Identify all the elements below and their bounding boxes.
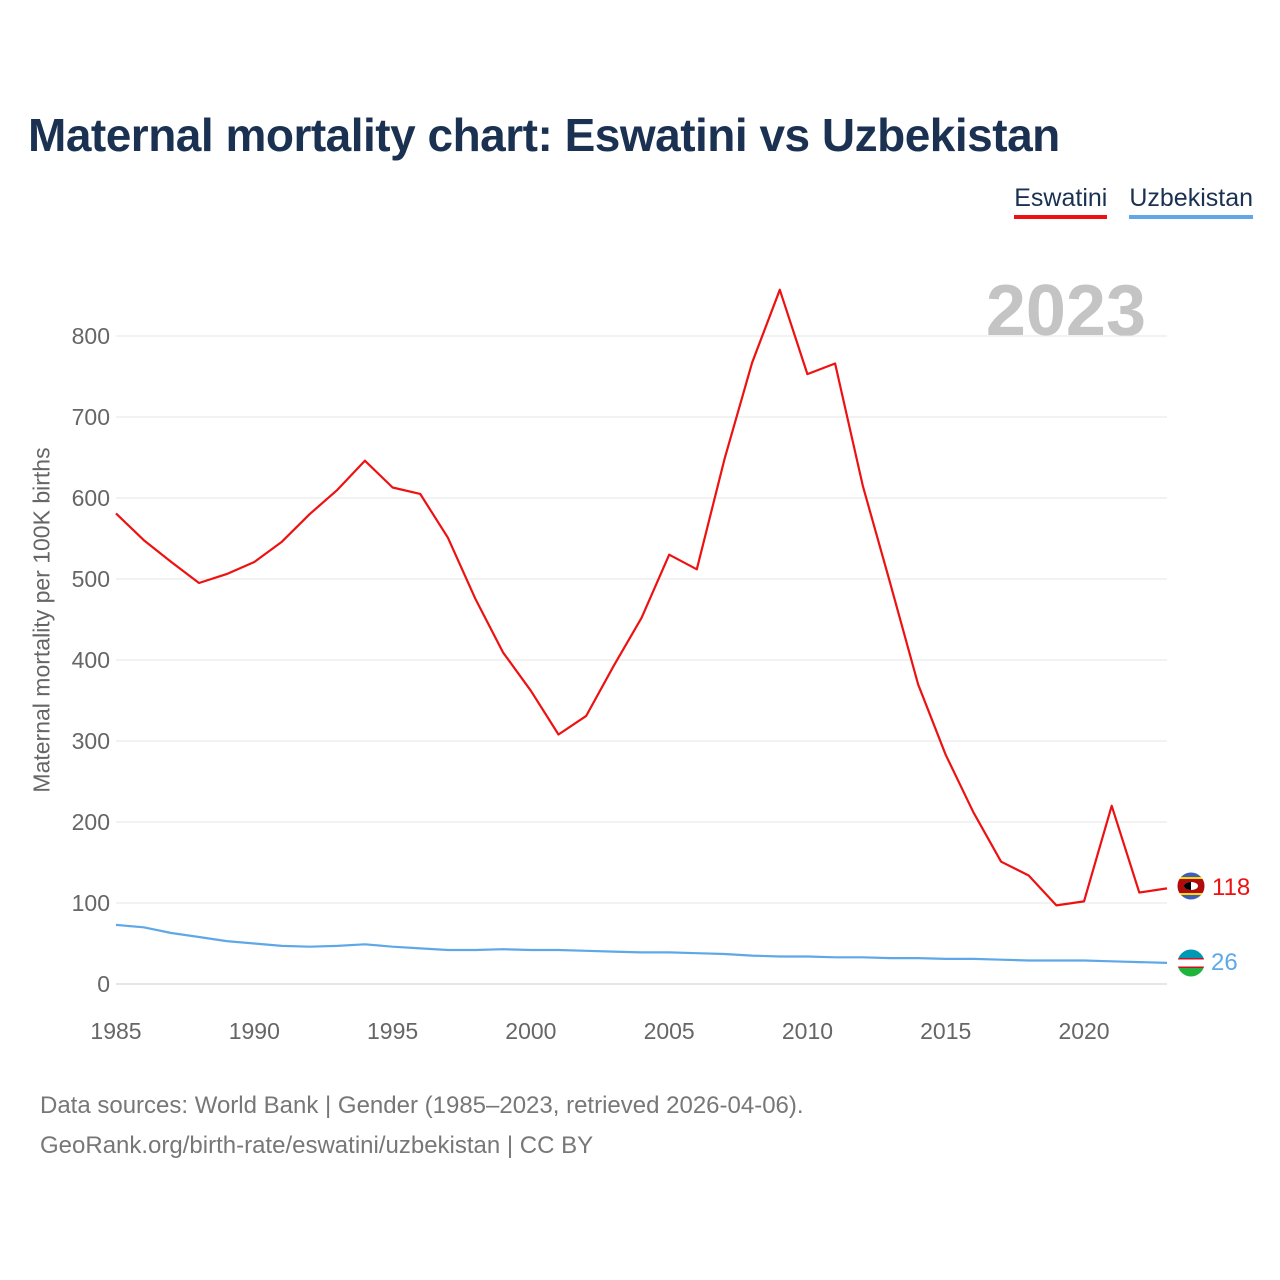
x-tick-label: 2005: [644, 1018, 695, 1044]
y-tick-label: 800: [72, 323, 110, 349]
legend-item-eswatini[interactable]: Eswatini: [1014, 184, 1108, 219]
legend: Eswatini Uzbekistan: [1014, 184, 1253, 219]
chart-title: Maternal mortality chart: Eswatini vs Uz…: [28, 109, 1060, 161]
y-tick-label: 500: [72, 566, 110, 592]
series-line-uzbekistan[interactable]: [115, 923, 1168, 964]
x-tick-label: 2000: [505, 1018, 556, 1044]
y-tick-label: 0: [97, 971, 110, 997]
grid-lines: [116, 335, 1167, 985]
series-lines: [115, 288, 1168, 964]
x-tick-label: 1995: [367, 1018, 418, 1044]
y-tick-label: 100: [72, 890, 110, 916]
series-line-eswatini[interactable]: [115, 288, 1168, 907]
x-tick-label: 2015: [920, 1018, 971, 1044]
x-tick-label: 1985: [90, 1018, 141, 1044]
source-line-1: Data sources: World Bank | Gender (1985–…: [40, 1092, 804, 1119]
x-tick-label: 2020: [1058, 1018, 1109, 1044]
y-tick-label: 200: [72, 809, 110, 835]
eswatini-end-label: 118: [1212, 874, 1250, 901]
uzbekistan-flag-icon: [1177, 949, 1205, 977]
uzbekistan-end-label: 26: [1211, 949, 1238, 976]
x-tick-label: 2010: [782, 1018, 833, 1044]
y-axis-ticks: 0 100 200 300 400 500 600 700 800: [72, 323, 110, 997]
y-tick-label: 300: [72, 728, 110, 754]
y-tick-label: 400: [72, 647, 110, 673]
source-note: Data sources: World Bank | Gender (1985–…: [40, 1086, 804, 1166]
year-watermark: 2023: [985, 271, 1146, 351]
source-line-2[interactable]: GeoRank.org/birth-rate/eswatini/uzbekist…: [40, 1132, 594, 1159]
legend-item-uzbekistan[interactable]: Uzbekistan: [1129, 184, 1253, 219]
x-axis-ticks: 1985 1990 1995 2000 2005 2010 2015 2020: [90, 1018, 1109, 1044]
y-tick-label: 600: [72, 485, 110, 511]
x-tick-label: 1990: [229, 1018, 280, 1044]
y-tick-label: 700: [72, 404, 110, 430]
eswatini-flag-icon: [1177, 872, 1205, 900]
